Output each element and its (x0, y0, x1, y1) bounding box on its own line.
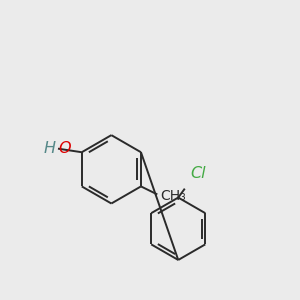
Text: Cl: Cl (190, 166, 206, 181)
Text: CH₃: CH₃ (160, 189, 186, 203)
Text: H: H (44, 141, 56, 156)
Text: O: O (58, 141, 70, 156)
